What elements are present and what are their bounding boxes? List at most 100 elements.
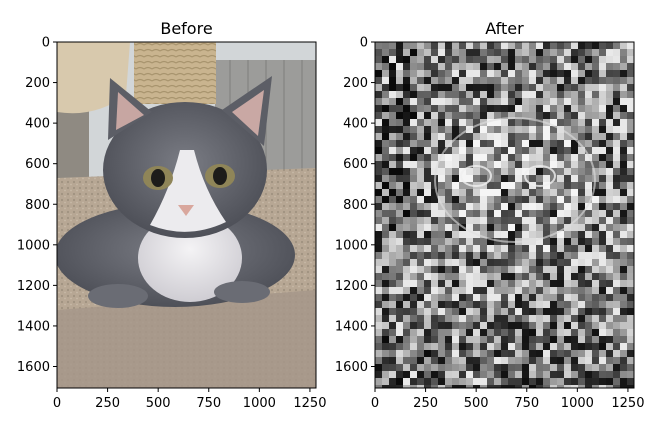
axes-frame-before — [56, 41, 317, 389]
after-pixel-block — [473, 105, 481, 113]
after-pixel-block — [424, 322, 432, 330]
after-pixel-block — [487, 210, 495, 218]
after-pixel-block — [375, 252, 383, 260]
after-pixel-block — [410, 140, 418, 148]
cat-pupil-left — [151, 169, 165, 187]
after-pixel-block — [445, 105, 453, 113]
after-pixel-block — [466, 154, 474, 162]
after-pixel-block — [606, 315, 614, 323]
after-pixel-block — [613, 273, 621, 281]
after-pixel-block — [515, 252, 523, 260]
after-pixel-block — [536, 357, 544, 365]
after-pixel-block — [599, 98, 607, 106]
after-pixel-block — [473, 294, 481, 302]
after-pixel-block — [620, 357, 628, 365]
after-pixel-block — [557, 217, 565, 225]
after-pixel-block — [452, 357, 460, 365]
after-pixel-block — [375, 329, 383, 337]
after-pixel-block — [585, 378, 593, 386]
after-pixel-block — [389, 308, 397, 316]
after-pixel-block — [592, 182, 600, 190]
after-pixel-block — [445, 49, 453, 57]
after-pixel-block — [480, 196, 488, 204]
after-pixel-block — [417, 329, 425, 337]
after-pixel-block — [480, 91, 488, 99]
after-pixel-block — [494, 322, 502, 330]
after-pixel-block — [515, 322, 523, 330]
after-pixel-block — [389, 238, 397, 246]
after-pixel-block — [417, 266, 425, 274]
after-pixel-block — [382, 175, 390, 183]
after-pixel-block — [410, 280, 418, 288]
after-pixel-block — [529, 112, 537, 120]
after-pixel-block — [375, 294, 383, 302]
after-pixel-block — [487, 287, 495, 295]
after-pixel-block — [571, 168, 579, 176]
after-pixel-block — [536, 294, 544, 302]
after-pixel-block — [410, 203, 418, 211]
after-pixel-block — [571, 259, 579, 267]
after-pixel-block — [424, 350, 432, 358]
after-pixel-block — [466, 196, 474, 204]
after-pixel-block — [599, 42, 607, 50]
after-pixel-block — [480, 56, 488, 64]
after-pixel-block — [585, 189, 593, 197]
after-pixel-block — [438, 231, 446, 239]
after-pixel-block — [417, 105, 425, 113]
after-pixel-block — [550, 77, 558, 85]
after-blocks — [375, 42, 634, 388]
after-pixel-block — [529, 273, 537, 281]
after-pixel-block — [382, 105, 390, 113]
after-pixel-block — [613, 217, 621, 225]
after-pixel-block — [375, 322, 383, 330]
after-pixel-block — [627, 98, 634, 106]
after-pixel-block — [473, 364, 481, 372]
after-pixel-block — [494, 70, 502, 78]
carpet-front — [57, 290, 316, 388]
after-pixel-block — [522, 280, 530, 288]
after-pixel-block — [515, 364, 523, 372]
after-pixel-block — [522, 385, 530, 388]
after-pixel-block — [480, 189, 488, 197]
after-pixel-block — [473, 119, 481, 127]
after-pixel-block — [389, 329, 397, 337]
after-pixel-block — [564, 336, 572, 344]
after-pixel-block — [473, 196, 481, 204]
after-pixel-block — [410, 161, 418, 169]
after-pixel-block — [501, 56, 509, 64]
after-pixel-block — [613, 84, 621, 92]
after-pixel-block — [578, 175, 586, 183]
after-pixel-block — [578, 336, 586, 344]
after-pixel-block — [613, 140, 621, 148]
after-pixel-block — [431, 252, 439, 260]
after-pixel-block — [522, 294, 530, 302]
after-pixel-block — [536, 231, 544, 239]
after-pixel-block — [529, 343, 537, 351]
after-pixel-block — [396, 161, 404, 169]
after-pixel-block — [410, 42, 418, 50]
after-pixel-block — [515, 168, 523, 176]
after-pixel-block — [459, 364, 467, 372]
after-pixel-block — [536, 378, 544, 386]
after-pixel-block — [438, 266, 446, 274]
after-pixel-block — [396, 238, 404, 246]
after-pixel-block — [473, 287, 481, 295]
after-pixel-block — [403, 161, 411, 169]
after-pixel-block — [529, 42, 537, 50]
after-pixel-block — [564, 133, 572, 141]
after-pixel-block — [592, 63, 600, 71]
after-pixel-block — [543, 224, 551, 232]
after-pixel-block — [536, 385, 544, 388]
after-pixel-block — [382, 231, 390, 239]
after-pixel-block — [606, 280, 614, 288]
after-pixel-block — [417, 203, 425, 211]
y-tick-label: 600 — [343, 157, 368, 172]
after-pixel-block — [620, 203, 628, 211]
after-pixel-block — [543, 245, 551, 253]
after-pixel-block — [543, 385, 551, 388]
after-pixel-block — [480, 371, 488, 379]
after-pixel-block — [585, 245, 593, 253]
after-pixel-block — [473, 189, 481, 197]
after-pixel-block — [431, 140, 439, 148]
after-pixel-block — [536, 343, 544, 351]
